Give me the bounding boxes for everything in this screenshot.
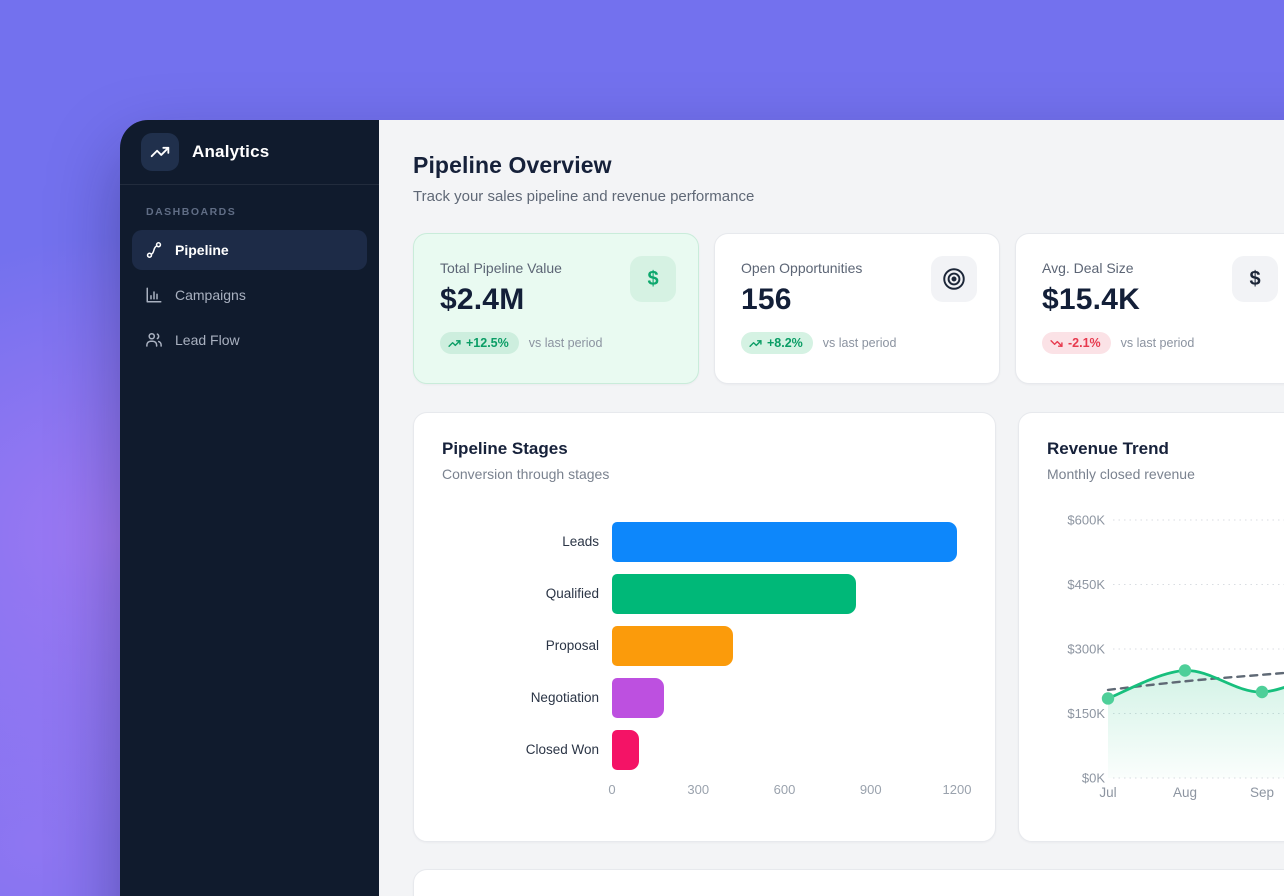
x-axis-tick: 0	[608, 782, 616, 797]
data-point-marker-sep[interactable]	[1255, 685, 1269, 699]
revenue-trend-card: Revenue Trend Monthly closed revenue $0K…	[1018, 412, 1284, 842]
sidebar-item-lead-flow[interactable]: Lead Flow	[132, 320, 367, 360]
kpi-meta: +12.5% vs last period	[440, 332, 674, 354]
kpi-card-open-opportunities: Open Opportunities 156 +8.2% vs last per…	[714, 233, 1000, 384]
kpi-card-total-pipeline-value: Total Pipeline Value $2.4M +12.5% vs las…	[413, 233, 699, 384]
delta-badge: +12.5%	[440, 332, 519, 354]
kpi-value: 156	[741, 283, 792, 316]
bar-chart-icon	[145, 286, 163, 304]
pipeline-stages-card: Pipeline Stages Conversion through stage…	[413, 412, 996, 842]
dollar-icon: $	[1232, 256, 1278, 302]
stage-bar-proposal[interactable]	[612, 626, 733, 666]
trending-up-icon	[448, 337, 461, 350]
chart-title: Revenue Trend	[1047, 439, 1169, 458]
delta-badge: -2.1%	[1042, 332, 1111, 354]
delta-value: -2.1%	[1068, 336, 1101, 350]
x-axis-tick: 900	[859, 782, 882, 797]
delta-value: +8.2%	[767, 336, 803, 350]
stage-label: Proposal	[545, 637, 599, 653]
stage-bar-qualified[interactable]	[612, 574, 857, 614]
partial-card-bottom	[413, 869, 1284, 896]
main-content: Pipeline Overview Track your sales pipel…	[379, 120, 1284, 896]
kpi-card-avg-deal-size: Avg. Deal Size $15.4K -2.1% vs last peri…	[1015, 233, 1284, 384]
stage-label: Leads	[562, 533, 599, 549]
users-icon	[145, 331, 163, 349]
trending-up-logo-icon	[141, 133, 179, 171]
brand-row: Analytics	[132, 120, 367, 184]
chart-subtitle: Monthly closed revenue	[1047, 466, 1195, 482]
page-subtitle: Track your sales pipeline and revenue pe…	[413, 188, 755, 205]
stage-bar-track	[612, 626, 957, 666]
kpi-value: $15.4K	[1042, 283, 1140, 316]
sidebar-nav: Pipeline Campaigns	[132, 230, 367, 360]
stage-label: Closed Won	[525, 741, 599, 757]
sidebar-item-pipeline[interactable]: Pipeline	[132, 230, 367, 270]
data-point-marker-aug[interactable]	[1178, 664, 1192, 677]
y-axis-tick: $0K	[1082, 771, 1105, 786]
chart-title: Pipeline Stages	[442, 439, 568, 458]
dashboards-section-label: DASHBOARDS	[146, 206, 237, 218]
x-axis-tick: Aug	[1173, 785, 1197, 800]
stage-row: Closed Won	[442, 724, 995, 776]
stage-row: Leads	[442, 516, 995, 568]
sidebar: Analytics DASHBOARDS Pipeline	[120, 120, 379, 896]
sidebar-item-label: Pipeline	[175, 242, 229, 258]
stage-row: Negotiation	[442, 672, 995, 724]
stage-row: Qualified	[442, 568, 995, 620]
kpi-row: Total Pipeline Value $2.4M +12.5% vs las…	[413, 233, 1284, 384]
revenue-area-fill	[1108, 670, 1284, 778]
kpi-value: $2.4M	[440, 283, 525, 316]
sidebar-divider	[120, 184, 379, 185]
stage-label: Negotiation	[530, 689, 599, 705]
y-axis-tick: $300K	[1067, 642, 1105, 657]
pipeline-stages-rows: Leads Qualified Proposal Negotiation Closed …	[442, 516, 995, 776]
kpi-label: Open Opportunities	[741, 260, 863, 276]
stage-bar-track	[612, 522, 957, 562]
stage-bar-leads[interactable]	[612, 522, 957, 562]
trending-down-icon	[1050, 337, 1063, 350]
y-axis-tick: $450K	[1067, 577, 1105, 592]
stage-row: Proposal	[442, 620, 995, 672]
x-axis-tick: 1200	[942, 782, 972, 797]
y-axis-tick: $150K	[1067, 706, 1105, 721]
stage-bar-track	[612, 730, 957, 770]
stage-label: Qualified	[545, 585, 599, 601]
kpi-meta: +8.2% vs last period	[741, 332, 975, 354]
route-icon	[145, 241, 163, 259]
delta-value: +12.5%	[466, 336, 509, 350]
dollar-icon: $	[630, 256, 676, 302]
kpi-caption: vs last period	[822, 336, 897, 350]
target-icon	[931, 256, 977, 302]
analytics-app-window: Analytics DASHBOARDS Pipeline	[120, 120, 1284, 896]
page-title: Pipeline Overview	[413, 152, 612, 178]
sidebar-item-label: Campaigns	[175, 287, 246, 303]
stage-bar-track	[612, 574, 957, 614]
trend-dashed-line	[1106, 671, 1284, 692]
sidebar-item-label: Lead Flow	[175, 332, 240, 348]
data-point-marker-jul[interactable]	[1101, 692, 1115, 705]
chart-subtitle: Conversion through stages	[442, 466, 610, 482]
x-axis-tick: 300	[687, 782, 710, 797]
x-axis-tick: 600	[773, 782, 796, 797]
kpi-caption: vs last period	[1120, 336, 1195, 350]
sidebar-item-campaigns[interactable]: Campaigns	[132, 275, 367, 315]
kpi-caption: vs last period	[528, 336, 603, 350]
kpi-meta: -2.1% vs last period	[1042, 332, 1276, 354]
x-axis-tick: Jul	[1099, 785, 1116, 800]
trending-up-icon	[749, 337, 762, 350]
stage-bar-closed-won[interactable]	[612, 730, 640, 770]
stage-bar-track	[612, 678, 957, 718]
charts-row: Pipeline Stages Conversion through stage…	[413, 412, 1284, 842]
stage-bar-negotiation[interactable]	[612, 678, 664, 718]
brand-name: Analytics	[192, 142, 270, 161]
kpi-label: Total Pipeline Value	[440, 260, 562, 276]
kpi-label: Avg. Deal Size	[1042, 260, 1134, 276]
pipeline-stages-axis: 0 300 600 900 1200	[608, 782, 971, 800]
delta-badge: +8.2%	[741, 332, 813, 354]
y-axis-tick: $600K	[1067, 513, 1105, 528]
x-axis-tick: Sep	[1250, 785, 1274, 800]
